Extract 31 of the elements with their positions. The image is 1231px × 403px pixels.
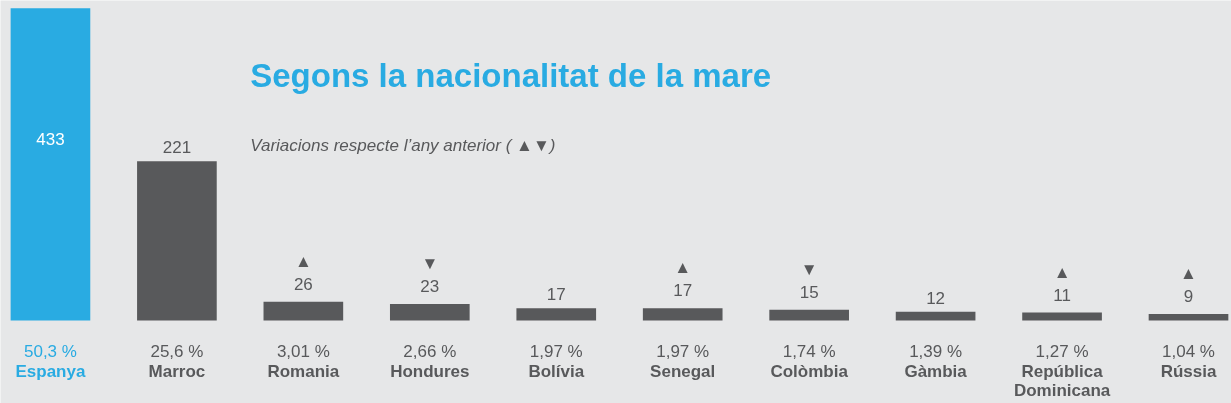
x-tick-label: 1,04 % Rússia	[1160, 342, 1217, 382]
x-tick-label: 1,27 % República Dominicana	[1013, 342, 1111, 401]
x-tick-label: 25,6 % Marroc	[148, 342, 206, 382]
data-label: ▼ 23	[420, 254, 440, 296]
x-tick-label: 1,97 % Senegal	[650, 342, 716, 382]
bar	[263, 301, 344, 321]
x-tick-label: 2,66 % Hondures	[390, 342, 470, 382]
data-label: ▲ 9	[1180, 264, 1197, 306]
data-label: 221	[162, 138, 192, 158]
bar	[137, 161, 217, 321]
data-label: ▲ 17	[673, 258, 693, 301]
text: Segons la nacionalitat de la mare	[250, 56, 772, 94]
data-label: ▲ 11	[1053, 262, 1071, 305]
data-label: ▼ 15	[799, 259, 819, 302]
bar	[389, 303, 470, 321]
bar	[516, 308, 597, 321]
bar	[769, 309, 849, 321]
x-tick-label: 50,3 % Espanya	[15, 342, 86, 382]
data-label: 12	[926, 288, 946, 308]
x-tick-label: 1,74 % Colòmbia	[770, 342, 849, 382]
data-label: 433	[36, 130, 65, 150]
bar	[10, 8, 91, 321]
x-tick-label: 1,97 % Bolívia	[528, 342, 585, 382]
text: Variacions respecte l’any anterior ( ▲▼)	[250, 135, 556, 155]
data-label: ▲ 26	[293, 251, 313, 294]
data-label: 17	[546, 285, 566, 305]
x-tick-label: 3,01 % Romania	[267, 342, 340, 382]
bar	[1148, 313, 1229, 321]
x-tick-label: 1,39 % Gàmbia	[904, 342, 968, 382]
bar	[642, 308, 723, 321]
bar	[895, 311, 976, 321]
